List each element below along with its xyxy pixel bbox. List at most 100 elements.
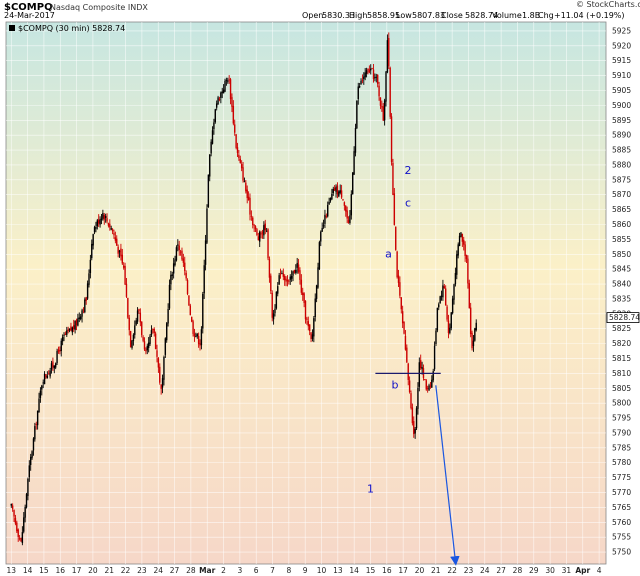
y-tick-label: 5860 [612,220,631,229]
x-tick-label: 8 [286,566,291,575]
candle-body [418,362,421,387]
candle-body [358,86,361,88]
candle-body [431,379,433,388]
high-value: 5858.95 [367,11,400,20]
candle-body [171,274,173,276]
x-tick-label: 22 [121,566,131,575]
candle-body [293,269,296,273]
candle-body [472,340,475,347]
candle-body [195,336,197,337]
candle-body [84,299,86,313]
y-tick-label: 5775 [612,473,631,482]
candle-body [240,164,243,169]
candle-body [413,421,415,435]
candle-body [172,263,175,274]
candle-body [303,293,305,303]
candle-body [442,285,444,298]
last-price-value: 5828.74 [609,313,640,322]
candle-body [100,218,103,221]
candle-body [136,310,139,322]
candle-body [166,323,168,341]
candle-body [64,333,67,335]
candle-body [236,147,239,153]
candle-body [135,320,137,325]
candle-body [168,284,171,309]
candle-body [302,292,304,296]
candle-body [411,407,414,424]
candle-body [308,324,311,332]
candle-body [345,205,347,212]
y-tick-label: 5785 [612,443,631,452]
chg-value: +11.04 (+0.19%) [554,11,625,20]
candle-body [188,295,190,306]
x-tick-label: 4 [597,566,602,575]
candle-body [79,316,82,320]
candle-body [128,317,130,331]
candle-body [234,124,236,133]
x-tick-label: 16 [55,566,65,575]
candle-body [385,71,387,102]
candle-body [381,106,383,108]
candle-body [20,538,22,541]
low-label: Low [396,11,412,20]
candle-body [364,72,366,78]
candle-body [127,297,129,318]
candle-body [306,318,308,320]
candle-body [325,216,328,218]
candle-body [300,279,303,293]
candle-body [372,69,375,80]
candle-body [275,291,278,309]
x-tick-label: 13 [6,566,16,575]
candle-body [451,298,454,314]
candle-body [367,68,369,70]
candle-body [465,254,468,259]
wave-label-2: 2 [405,164,412,177]
candle-body [357,86,359,100]
candle-body [217,97,219,105]
candle-body [253,225,255,227]
candle-body [310,332,312,339]
candle-body [107,222,110,226]
candle-body [139,312,142,323]
candle-body [329,197,332,201]
y-tick-label: 5805 [612,384,631,393]
legend-label: $COMPQ (30 min) 5828.74 [18,24,125,33]
candle-body [320,231,322,242]
high-label: High [349,11,367,20]
candle-body [474,328,476,341]
candle-body [343,202,346,206]
candle-body [71,327,74,333]
x-tick-label: 24 [480,566,490,575]
candle-body [196,334,198,337]
candle-body [339,190,341,193]
candle-body [433,345,436,370]
candle-body [379,97,382,106]
y-tick-label: 5835 [612,294,631,303]
low-value: 5807.83 [412,11,445,20]
y-tick-label: 5870 [612,190,631,199]
candle-body [281,272,283,274]
candle-body [314,298,316,318]
candle-body [454,273,457,285]
candle-body [289,276,291,280]
x-axis: 13 14 15 16 17 20 21 22 23 24 27 28 Mar 2 3 6 7 8 9 10 13 14 1… [6,566,601,575]
candle-body [131,340,133,349]
candle-body [103,214,105,220]
candle-body [49,370,51,377]
candle-body [17,529,19,537]
candlestick-series [10,32,477,546]
x-tick-label: 14 [23,566,33,575]
candle-body [292,271,294,276]
annotation-lines [375,372,460,566]
x-tick-label: 24 [153,566,163,575]
candle-body [283,275,286,281]
candle-body [365,70,368,74]
candle-body [59,350,61,352]
chart-date: 24-Mar-2017 [4,11,55,20]
y-tick-label: 5910 [612,71,631,80]
x-tick-label: 6 [254,566,259,575]
candle-body [438,304,440,308]
candle-body [296,262,298,268]
candle-body [400,297,402,310]
